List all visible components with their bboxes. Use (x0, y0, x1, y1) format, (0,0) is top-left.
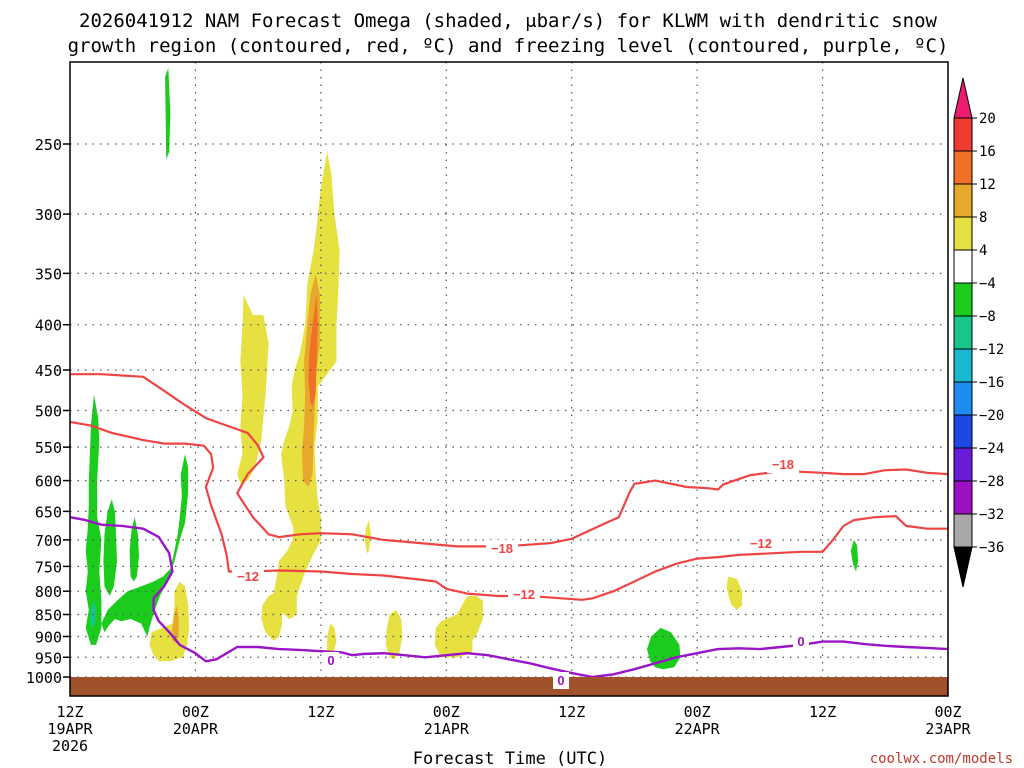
colorbar-swatch (953, 315, 973, 350)
y-tick-label: 900 (35, 628, 62, 646)
colorbar-swatch (953, 513, 973, 548)
omega-shade-region (103, 499, 117, 596)
x-tick-label: 12Z (307, 703, 334, 721)
contour-label: −18 (491, 541, 513, 556)
omega-shade-region (165, 67, 171, 160)
x-tick-label: 00Z (433, 703, 460, 721)
y-tick-label: 450 (35, 362, 62, 380)
chart-title-line-1: 2026041912 NAM Forecast Omega (shaded, μ… (79, 10, 937, 32)
omega-shade-region (726, 576, 743, 610)
colorbar-label: −28 (979, 474, 1004, 490)
y-tick-label: 1000 (26, 669, 62, 687)
contour-label: −12 (750, 536, 772, 551)
colorbar-top-arrow (953, 77, 973, 119)
omega-shade-region (308, 294, 318, 407)
x-tick-label: 00Z (182, 703, 209, 721)
x-tick-label: 23APR (925, 720, 971, 738)
x-tick-label: 00Z (684, 703, 711, 721)
y-tick-label: 700 (35, 532, 62, 550)
y-tick-label: 850 (35, 607, 62, 625)
colorbar: 20 16 12 8 4 −4 −8 −12 −16 −20 −24 −28 −32 −36 (953, 77, 1004, 588)
colorbar-swatch (953, 150, 973, 185)
colorbar-label: −24 (979, 441, 1004, 457)
x-tick-label: 19APR (47, 720, 93, 738)
x-tick-label: 12Z (558, 703, 585, 721)
y-tick-label: 350 (35, 265, 62, 283)
colorbar-label: −4 (979, 276, 996, 292)
red-contour-labels: −12 −18 −12 −18 −12 (232, 456, 799, 603)
colorbar-swatch (953, 282, 973, 317)
y-tick-label: 950 (35, 649, 62, 667)
contour-layer (69, 373, 949, 679)
y-tick-label: 400 (35, 317, 62, 335)
chart-title-line-2: growth region (contoured, red, ºC) and f… (68, 35, 949, 57)
y-tick-label: 650 (35, 503, 62, 521)
red-contour-minus12 (69, 420, 948, 601)
omega-shade-region (85, 394, 102, 645)
x-axis-title: Forecast Time (UTC) (413, 749, 607, 768)
colorbar-swatch (953, 447, 973, 482)
y-tick-label: 300 (35, 206, 62, 224)
plot-frame (69, 61, 949, 697)
red-contour-minus18 (70, 373, 949, 548)
omega-shade-region (172, 605, 179, 643)
omega-shade-region (261, 591, 283, 641)
colorbar-swatch (953, 249, 973, 284)
contour-label: −12 (237, 569, 259, 584)
colorbar-bottom-arrow (953, 546, 973, 588)
colorbar-label: −20 (979, 408, 1004, 424)
colorbar-label: 20 (979, 111, 996, 127)
x-tick-label: 21APR (424, 720, 470, 738)
colorbar-swatch (953, 480, 973, 515)
omega-shade-region (385, 610, 403, 660)
credit-text: coolwx.com/models (870, 751, 1013, 767)
y-tick-label: 600 (35, 473, 62, 491)
x-tick-label: 12Z (809, 703, 836, 721)
colorbar-label: −32 (979, 507, 1004, 523)
colorbar-label: −12 (979, 342, 1004, 358)
contour-label: −12 (513, 587, 535, 602)
x-tick-label: 22APR (675, 720, 721, 738)
colorbar-label: 12 (979, 177, 996, 193)
purple-contour-labels: 0 0 0 (323, 633, 809, 689)
colorbar-swatch (953, 348, 973, 383)
omega-shade-region (129, 517, 139, 582)
y-tick-label: 750 (35, 558, 62, 576)
colorbar-label: −16 (979, 375, 1004, 391)
x-tick-label: 12Z (56, 703, 83, 721)
colorbar-label: 16 (979, 144, 996, 160)
contour-label: 0 (557, 673, 564, 688)
colorbar-swatch (953, 117, 973, 152)
x-tick-label: 20APR (173, 720, 219, 738)
omega-shade-region (101, 454, 189, 637)
colorbar-swatch (953, 414, 973, 449)
contour-label: 0 (327, 653, 334, 668)
y-axis-ticks: 250 300 350 400 450 500 550 600 650 700 750 800 850 9… (26, 136, 70, 687)
y-tick-label: 550 (35, 439, 62, 457)
ground-strip (70, 677, 948, 696)
x-tick-label: 00Z (934, 703, 961, 721)
colorbar-label: −8 (979, 309, 996, 325)
contour-label: −18 (772, 457, 794, 472)
y-tick-label: 250 (35, 136, 62, 154)
colorbar-label: 4 (979, 243, 987, 259)
colorbar-label: −36 (979, 540, 1004, 556)
omega-shade-region (327, 623, 337, 654)
y-tick-label: 800 (35, 583, 62, 601)
colorbar-swatch (953, 183, 973, 218)
omega-shade-region (434, 596, 483, 658)
omega-shade-region (149, 581, 190, 662)
y-tick-label: 500 (35, 403, 62, 421)
omega-shade-region (850, 539, 859, 572)
colorbar-label: 8 (979, 210, 987, 226)
colorbar-swatch (953, 381, 973, 416)
freezing-level-contour (69, 516, 949, 679)
contour-label: 0 (797, 634, 804, 649)
colorbar-swatch (953, 216, 973, 251)
omega-shade-region (237, 294, 269, 484)
omega-shading-layer (85, 67, 859, 670)
x-tick-label: 2026 (52, 737, 88, 755)
